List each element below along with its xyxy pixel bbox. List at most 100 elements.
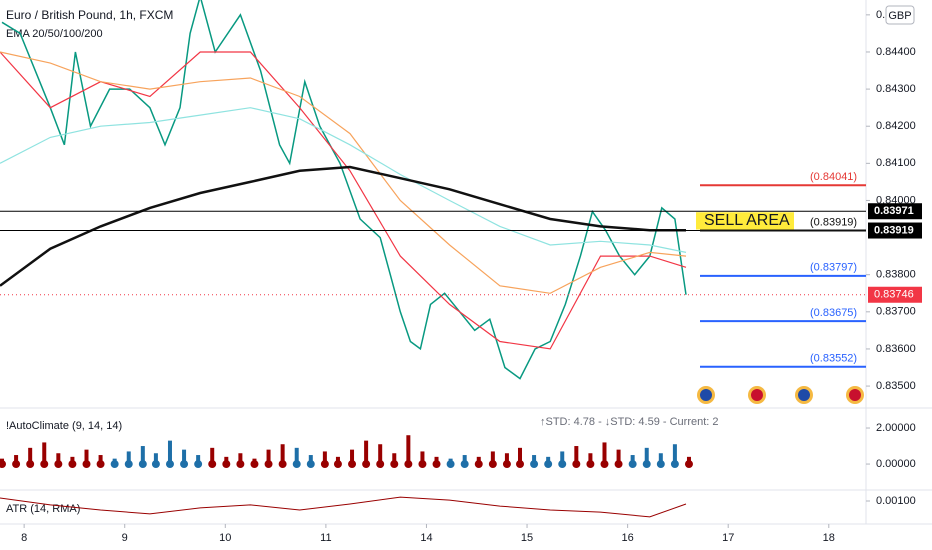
bar-dot xyxy=(151,460,160,469)
bar xyxy=(644,447,649,465)
bar-dot xyxy=(348,460,357,469)
y-tick-label: 0.84300 xyxy=(876,83,916,95)
bar xyxy=(406,435,411,465)
bar xyxy=(153,453,158,465)
bar-dot xyxy=(68,460,77,469)
line-series xyxy=(0,51,687,294)
bar-dot xyxy=(26,460,35,469)
bar xyxy=(140,446,145,465)
bar xyxy=(574,446,579,465)
y-tick-label: 2.00000 xyxy=(876,422,916,434)
bar-dot xyxy=(390,460,399,469)
bar-dot xyxy=(404,460,413,469)
bar xyxy=(588,453,593,465)
bar-dot xyxy=(194,460,203,469)
bar-dot xyxy=(12,460,21,469)
bar xyxy=(630,455,635,465)
bar-dot xyxy=(333,460,342,469)
bar xyxy=(602,442,607,465)
bar-dot xyxy=(96,460,105,469)
bar-dot xyxy=(292,460,301,469)
bar-dot xyxy=(110,460,119,469)
y-tick-label: 0.00100 xyxy=(876,495,916,507)
x-tick-label: 10 xyxy=(219,532,231,544)
bar-dot xyxy=(460,460,469,469)
y-tick-label: 0.00000 xyxy=(876,458,916,470)
bar-dot xyxy=(558,460,567,469)
bar xyxy=(616,449,621,465)
bar-dot xyxy=(628,460,637,469)
bar xyxy=(490,451,495,465)
price-label-box xyxy=(868,286,922,303)
bar-dot xyxy=(208,460,217,469)
bar xyxy=(84,449,89,465)
x-tick-label: 15 xyxy=(521,532,533,544)
bar-dot xyxy=(124,460,133,469)
level-label: (0.83675) xyxy=(810,307,857,319)
bar-dot xyxy=(642,460,651,469)
bar xyxy=(28,447,33,465)
annotation-box xyxy=(696,212,794,230)
currency-box[interactable] xyxy=(885,5,915,25)
bar-dot xyxy=(278,460,287,469)
annotation: SELL AREA xyxy=(704,212,790,229)
level-label: (0.83552) xyxy=(810,353,857,365)
bar-dot xyxy=(54,460,63,469)
bar-dot xyxy=(40,460,49,469)
level-label: (0.83919) xyxy=(810,216,857,228)
bar-dot xyxy=(684,460,693,469)
bar xyxy=(294,447,299,465)
price-label-box xyxy=(868,203,922,220)
bar xyxy=(462,455,467,465)
y-tick-label: 0.84100 xyxy=(876,157,916,169)
bar xyxy=(392,453,397,465)
bar-dot xyxy=(320,460,329,469)
y-tick-label: 0.83700 xyxy=(876,306,916,318)
currency: GBP xyxy=(888,10,911,22)
line-series xyxy=(0,51,687,350)
bar xyxy=(280,444,285,465)
bar-dot xyxy=(670,460,679,469)
y-tick-label: 0.83500 xyxy=(876,380,916,392)
event-icon-uk xyxy=(751,389,763,401)
bar xyxy=(322,451,327,465)
bar xyxy=(210,447,215,465)
bar xyxy=(560,451,565,465)
line-series xyxy=(0,165,686,287)
bar-dot xyxy=(474,460,483,469)
bar xyxy=(504,453,509,465)
y-tick-label: 0.83800 xyxy=(876,269,916,281)
bar xyxy=(518,447,523,465)
bar-dot xyxy=(180,460,189,469)
event-icon-eu xyxy=(700,389,712,401)
last-price-label: 0.83746 xyxy=(874,289,914,301)
indicator-label: !AutoClimate (9, 14, 14) xyxy=(6,420,122,432)
bar xyxy=(182,449,187,465)
bar-dot xyxy=(138,460,147,469)
event-icons xyxy=(697,386,864,404)
bar xyxy=(126,451,131,465)
bar-dot xyxy=(516,460,525,469)
bar xyxy=(308,455,313,465)
bar-dot xyxy=(446,460,455,469)
bar xyxy=(14,455,19,465)
bar xyxy=(266,449,271,465)
bar-dot xyxy=(614,460,623,469)
x-tick-label: 16 xyxy=(621,532,633,544)
bar xyxy=(42,442,47,465)
indicator-label: ATR (14, RMA) xyxy=(6,503,80,515)
event-icon-uk xyxy=(849,389,861,401)
bar xyxy=(532,455,537,465)
bar-dot xyxy=(586,460,595,469)
bar-dot xyxy=(432,460,441,469)
bar-dot xyxy=(530,460,539,469)
bar-dot xyxy=(544,460,553,469)
line-series xyxy=(1,0,687,380)
bar-dot xyxy=(376,460,385,469)
bar xyxy=(672,444,677,465)
bar-dot xyxy=(656,460,665,469)
level-label: (0.84041) xyxy=(810,171,857,183)
bar-dot xyxy=(222,460,231,469)
bar xyxy=(364,440,369,465)
